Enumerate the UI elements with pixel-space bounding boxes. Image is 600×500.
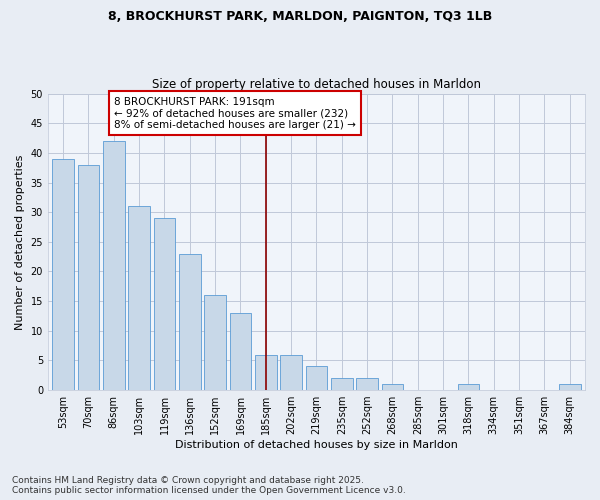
Bar [205,295,226,390]
Bar [280,354,302,390]
Bar [559,384,581,390]
Bar [128,206,150,390]
Bar [179,254,200,390]
X-axis label: Distribution of detached houses by size in Marldon: Distribution of detached houses by size … [175,440,458,450]
Y-axis label: Number of detached properties: Number of detached properties [15,154,25,330]
Bar [305,366,327,390]
Text: Contains HM Land Registry data © Crown copyright and database right 2025.
Contai: Contains HM Land Registry data © Crown c… [12,476,406,495]
Bar [356,378,378,390]
Bar [230,313,251,390]
Bar [458,384,479,390]
Bar [154,218,175,390]
Bar [77,164,99,390]
Bar [52,159,74,390]
Bar [382,384,403,390]
Bar [331,378,353,390]
Title: Size of property relative to detached houses in Marldon: Size of property relative to detached ho… [152,78,481,91]
Text: 8 BROCKHURST PARK: 191sqm
← 92% of detached houses are smaller (232)
8% of semi-: 8 BROCKHURST PARK: 191sqm ← 92% of detac… [114,96,356,130]
Bar [255,354,277,390]
Text: 8, BROCKHURST PARK, MARLDON, PAIGNTON, TQ3 1LB: 8, BROCKHURST PARK, MARLDON, PAIGNTON, T… [108,10,492,23]
Bar [103,141,125,390]
